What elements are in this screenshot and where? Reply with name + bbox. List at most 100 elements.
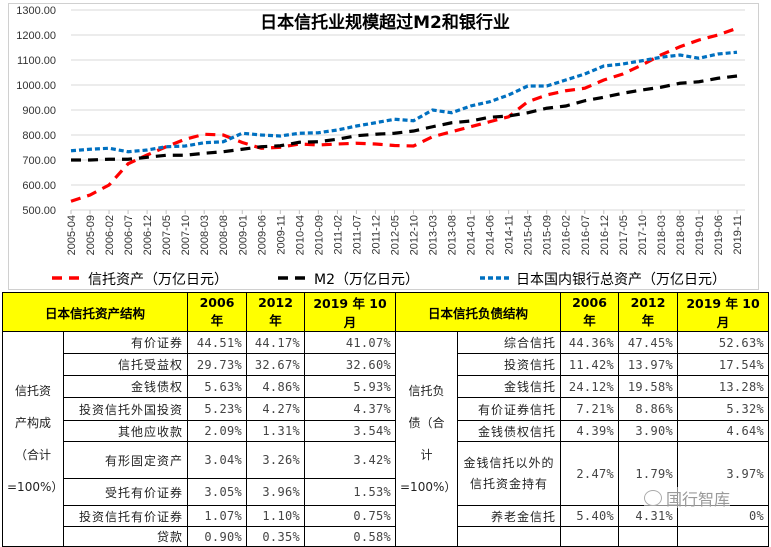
value-cell-2006: 0.90% [187,526,248,547]
row-label: 投资信托有价证券 [62,505,189,527]
x-tick-label: 2016-07 [580,215,592,255]
value-cell-2006: 24.12% [560,375,620,398]
series-line-1 [71,74,738,162]
value-cell-2019: 5.32% [677,397,770,421]
value-cell-2006: 3.04% [187,441,248,479]
row-label: 投资信托 [456,353,562,376]
x-tick-label: 2013-03 [428,215,440,255]
row-label: 投资信托外国投资 [62,397,189,421]
table-row: 信托负 债（合 计 =100%） 综合信托 44.36% 47.45% 52.63% [395,331,770,547]
value-cell-2019: 3.54% [304,420,397,442]
value-cell-2006: 3.05% [187,478,248,506]
row-label: 金钱信托 [456,375,562,398]
x-tick-label: 2006-12 [142,215,154,255]
series-lines [70,26,738,203]
legend-label-1: M2（万亿日元） [314,272,419,288]
value-cell-2019: 5.93% [304,375,397,398]
value-cell-2006: 29.73% [187,353,248,376]
row-label: 养老金信托 [456,505,562,527]
value-cell-2012: 4.27% [246,397,306,421]
row-label: 受托有价证券 [62,478,189,506]
header-cell: 2012 年 [246,292,306,332]
value-cell-2006: 1.07% [187,505,248,527]
header-cell: 2019 年 10 月 [304,292,397,332]
value-cell-2006 [560,526,620,547]
x-tick-label: 2012-10 [409,215,421,255]
table-row: 信托资 产构成 （合计 =100%） 有价证券 44.51% 44.17% 41.07% [2,331,397,547]
watermark: 国行智库 [644,487,731,509]
row-label: 其他应收款 [62,420,189,442]
x-tick-label: 2016-02 [561,215,573,255]
legend-label-0: 信托资产（万亿日元） [88,272,228,288]
chart-title: 日本信托业规模超过M2和银行业 [260,12,510,33]
value-cell-2012: 0.35% [246,526,306,547]
value-cell-2019: 0.58% [304,526,397,547]
line-chart: 500.00 600.00 700.00 800.00 900.00 1000.00 110… [16,5,745,288]
value-cell-2019: 3.42% [304,441,397,479]
value-cell-2012: 3.96% [246,478,306,506]
table-row: 投资信托 11.42% 13.97% 17.54% [396,353,770,376]
x-tick-label: 2011-02 [332,215,344,255]
value-cell-2019: 13.28% [677,375,770,398]
value-cell-2012: 1.31% [246,420,306,442]
value-cell-2012: 8.86% [618,397,679,421]
x-tick-label: 2011-12 [370,215,382,255]
trust-liability-structure-table: 日本信托负债结构 2006 年 2012 年 2019 年 10 月信托负 债（合 计… [394,292,770,547]
header-cell: 日本信托资产结构 [1,292,189,332]
value-cell-2012: 3.26% [246,441,306,479]
x-tick-label: 2006-02 [104,215,116,255]
header-cell: 2006 年 [560,292,620,332]
series-line-2 [70,50,738,154]
group-label: 信托负 债（合 计 =100%） [395,331,458,547]
value-cell-2006: 4.39% [560,420,620,442]
value-cell-2006: 11.42% [560,353,620,376]
value-cell-2006: 2.47% [560,441,620,506]
value-cell-2012: 4.86% [246,375,306,398]
x-tick-label: 2016-12 [599,215,611,255]
value-cell-2012: 32.67% [246,353,306,376]
x-tick-label: 2019-01 [694,215,706,255]
x-tick-label: 2017-05 [618,215,630,255]
x-tick-label: 2009-01 [237,215,249,255]
watermark-text: 国行智库 [666,489,731,509]
x-tick-label: 2015-04 [523,215,535,255]
y-axis-ticks: 500.00 600.00 700.00 800.00 900.00 1000.00 110… [16,5,56,217]
x-tick-label: 2006-07 [123,215,135,255]
value-cell-2012: 1.10% [246,505,306,527]
row-label: 金钱信托以外的信托资金持有 [456,441,562,506]
value-cell-2006: 44.51% [187,331,248,354]
value-cell-2019: 0.75% [304,505,397,527]
value-cell-2006: 2.09% [187,420,248,442]
x-tick-label: 2019-11 [732,215,744,255]
y-tick-label: 700.00 [22,155,56,167]
x-tick-label: 2005-04 [66,215,78,255]
value-cell-2012: 3.90% [618,420,679,442]
x-tick-label: 2018-03 [656,215,668,255]
x-axis-ticks: 2005-04 2005-09 2006-02 2006-07 2006-12 2007-… [66,210,744,255]
chart-frame [8,3,759,290]
x-tick-label: 2014-06 [485,215,497,255]
x-tick-label: 2009-11 [275,215,287,255]
header-cell: 2012 年 [618,292,679,332]
x-tick-label: 2019-06 [713,215,725,255]
value-cell-2012: 44.17% [246,331,306,354]
wechat-icon [644,489,662,506]
x-tick-label: 2010-04 [294,215,306,255]
row-label: 有价证券 [62,331,189,354]
table-header-row: 日本信托资产结构 2006 年 2012 年 2019 年 10 月 [1,292,397,332]
y-tick-label: 900.00 [22,105,56,117]
value-cell-2006: 5.63% [187,375,248,398]
value-cell-2019: 4.64% [677,420,770,442]
x-tick-label: 2014-11 [504,215,516,255]
row-label: 金钱债权信托 [456,420,562,442]
table-header-row: 日本信托负债结构 2006 年 2012 年 2019 年 10 月 [394,292,770,332]
value-cell-2019: 4.37% [304,397,397,421]
value-cell-2019 [677,526,770,547]
y-tick-label: 1000.00 [16,80,56,92]
y-tick-label: 500.00 [22,205,56,217]
value-cell-2006: 44.36% [560,331,620,354]
x-tick-label: 2018-08 [675,215,687,255]
value-cell-2006: 5.23% [187,397,248,421]
x-tick-label: 2009-06 [256,215,268,255]
header-cell: 2006 年 [187,292,248,332]
